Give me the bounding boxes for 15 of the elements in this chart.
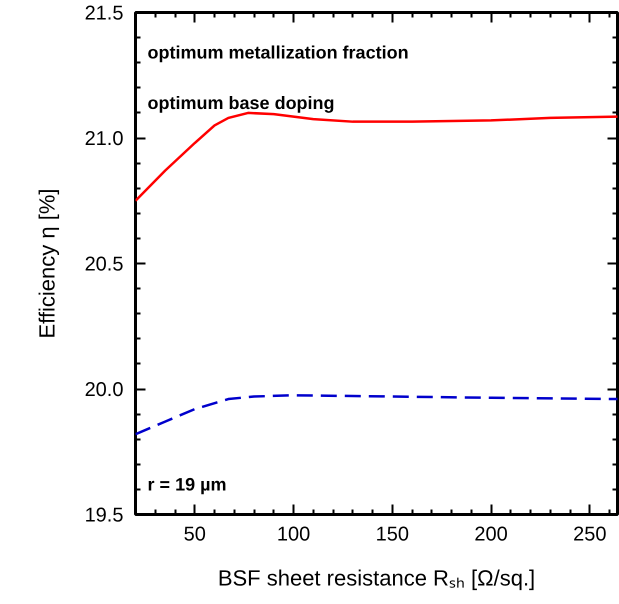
x-tick-label: 200 — [474, 524, 508, 546]
x-tick-label: 100 — [276, 524, 310, 546]
x-tick-label: 250 — [573, 524, 607, 546]
y-axis-title: Efficiency η [%] — [34, 188, 60, 338]
annotation: r = 19 µm — [148, 474, 226, 494]
y-tick-label: 19.5 — [84, 504, 124, 526]
y-tick-label: 21.5 — [84, 2, 124, 24]
x-tick-label: 150 — [376, 524, 409, 546]
annotation: optimum metallization fraction — [148, 42, 409, 63]
x-axis-title: BSF sheet resistance Rₛₕ [Ω/sq.] — [218, 566, 536, 590]
x-tick-label: 50 — [184, 524, 206, 546]
y-tick-label: 20.0 — [84, 379, 124, 401]
y-tick-label: 20.5 — [84, 254, 124, 276]
annotation: optimum base doping — [148, 92, 335, 113]
y-tick-label: 21.0 — [84, 128, 124, 150]
